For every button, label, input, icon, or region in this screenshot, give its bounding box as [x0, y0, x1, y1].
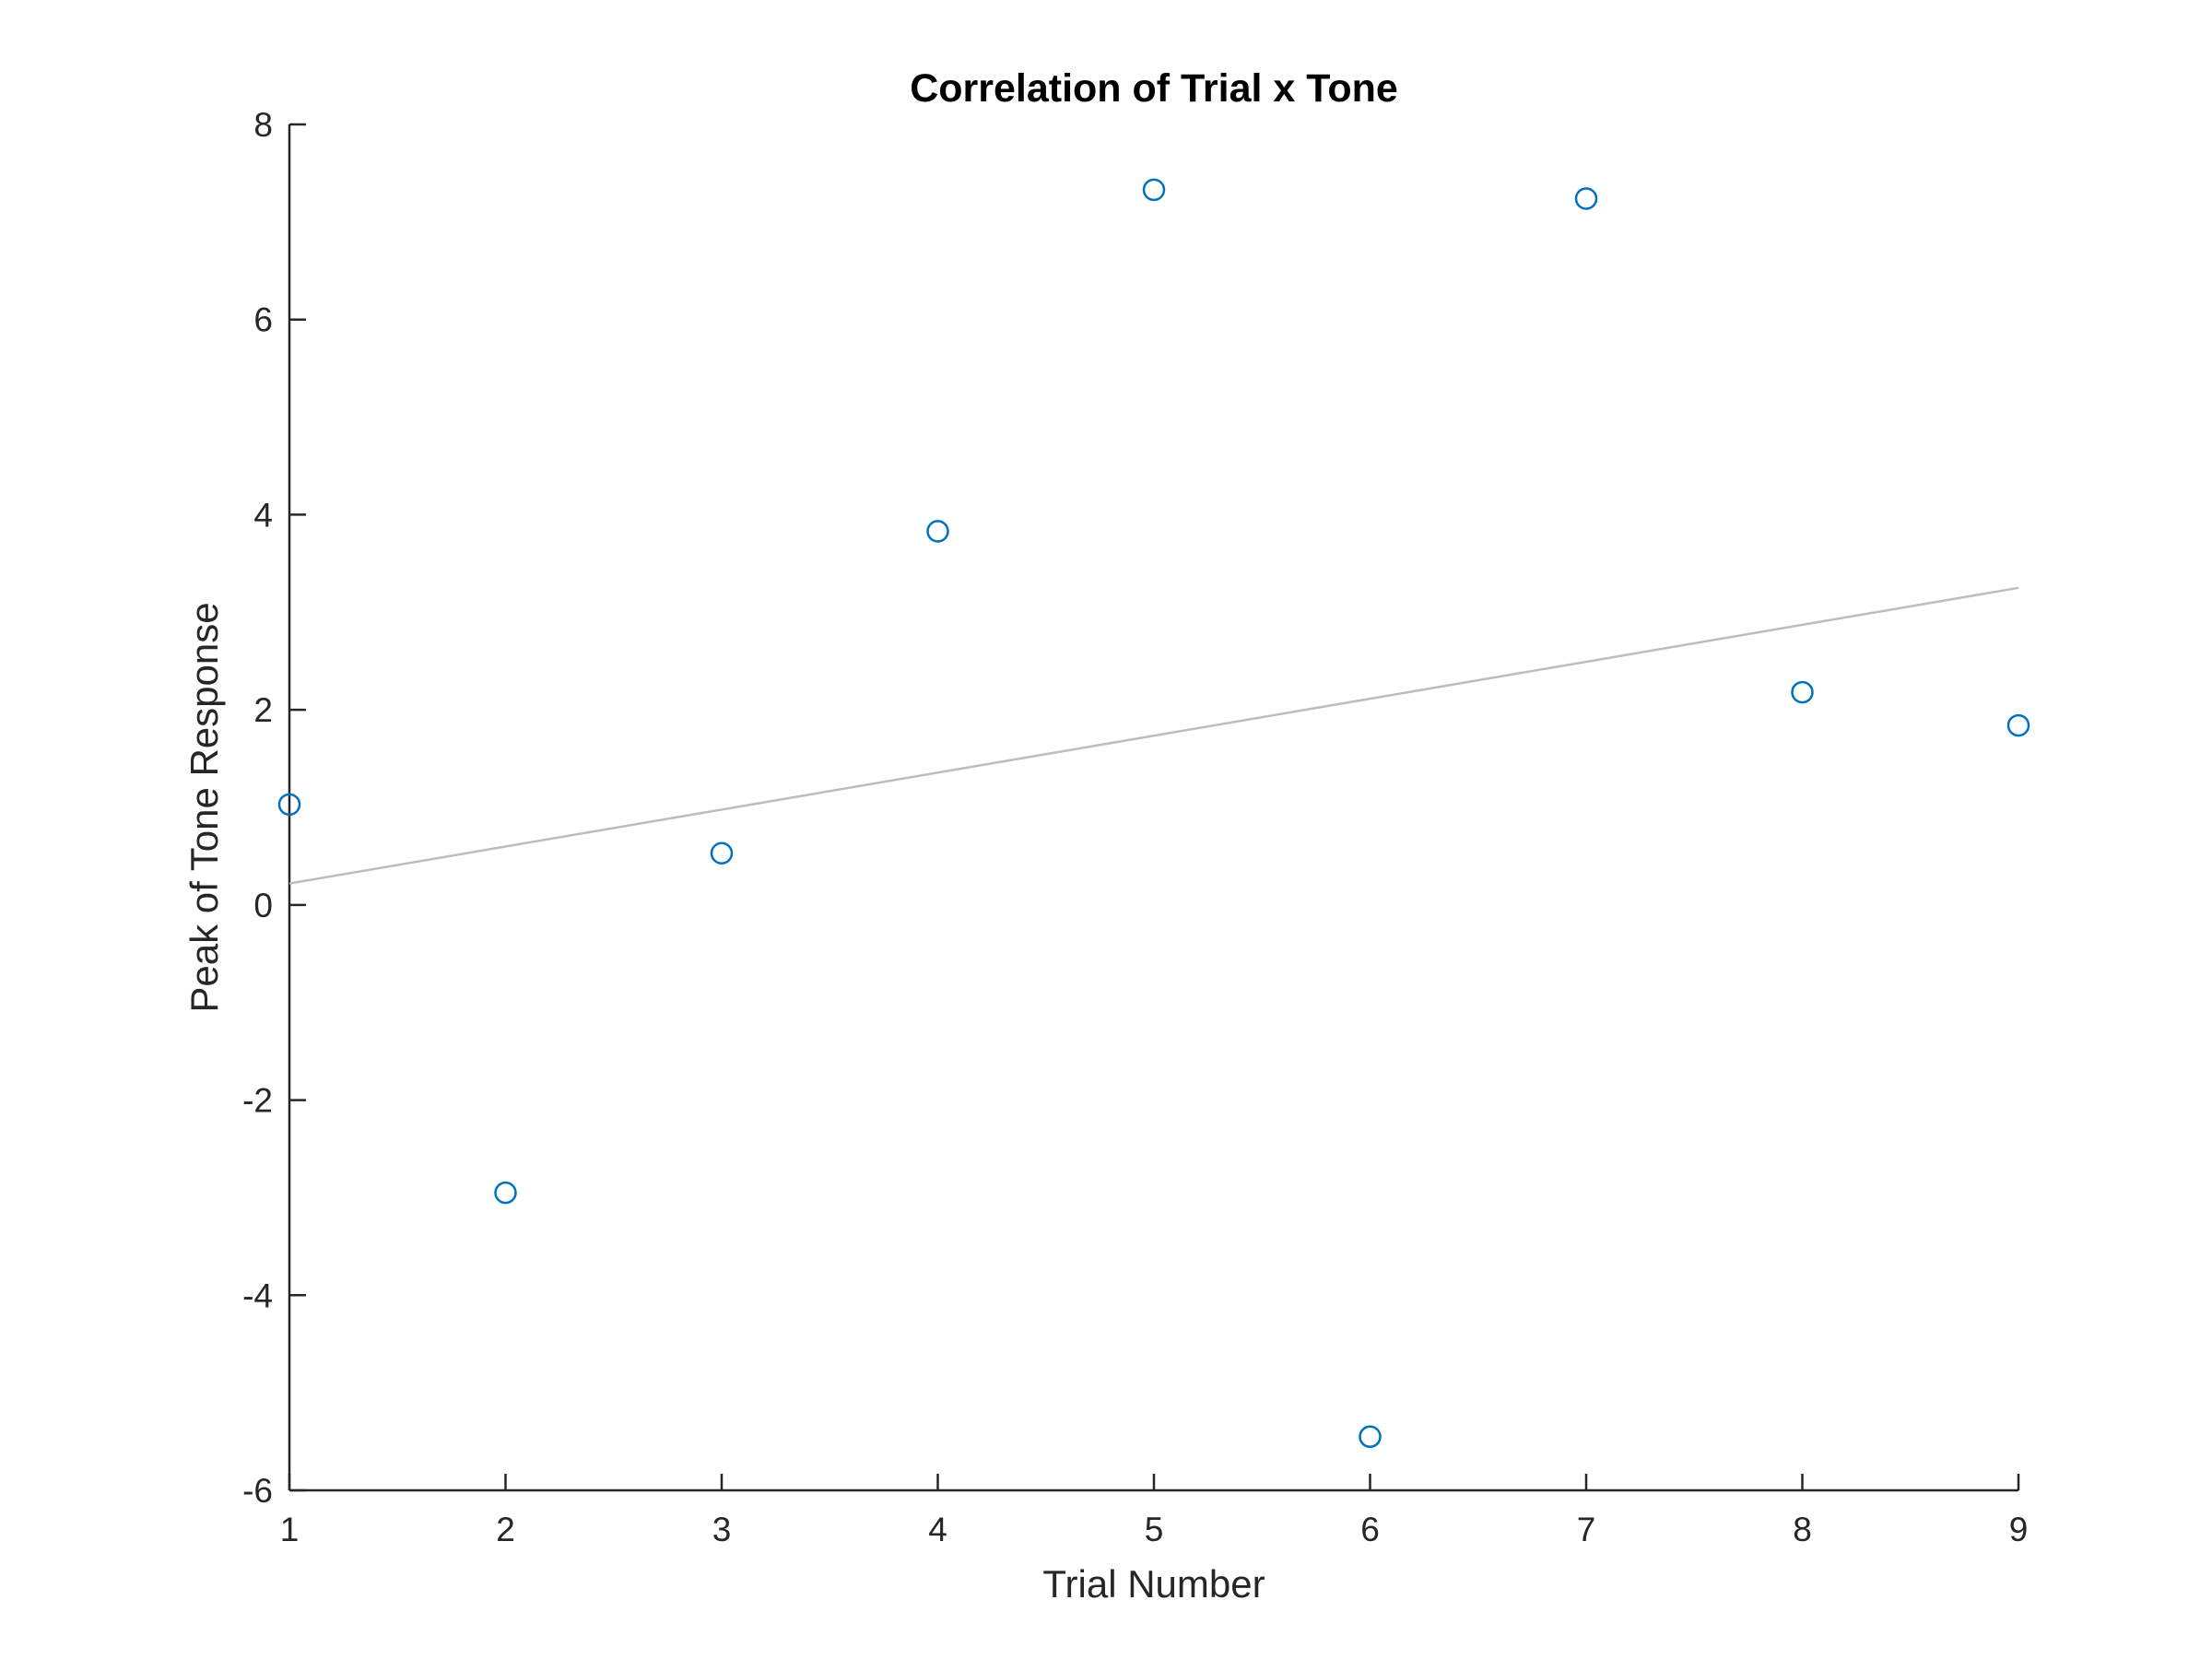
data-point: [1574, 187, 1598, 210]
x-tick-label: 2: [496, 1511, 515, 1548]
y-tick-label: 4: [253, 496, 273, 534]
x-tick-label: 5: [1145, 1511, 1164, 1548]
data-point: [1359, 1425, 1382, 1449]
data-point: [1142, 178, 1166, 202]
axes: [288, 124, 2018, 1492]
y-tick-label: 6: [253, 301, 273, 339]
y-tick-label: -6: [242, 1472, 273, 1510]
y-tick-label: 8: [253, 106, 273, 144]
data-points: [277, 178, 2030, 1449]
y-tick-label: 2: [253, 691, 273, 729]
x-tick-label: 3: [712, 1511, 732, 1548]
data-point: [1791, 680, 1814, 704]
y-tick-label: 0: [253, 887, 273, 924]
x-axis-title: Trial Number: [1042, 1562, 1265, 1606]
x-tick-label: 7: [1577, 1511, 1596, 1548]
data-point: [2006, 713, 2030, 737]
y-ticks: -6 -4 -2 0 2 4 6 8: [242, 106, 306, 1510]
y-tick-label: -4: [242, 1277, 273, 1314]
x-tick-label: 4: [928, 1511, 947, 1548]
data-point: [926, 520, 949, 543]
chart-title: Correlation of Trial x Tone: [910, 66, 1398, 111]
x-tick-label: 9: [2009, 1511, 2029, 1548]
y-tick-label: -2: [242, 1082, 273, 1120]
x-tick-label: 8: [1793, 1511, 1812, 1548]
x-ticks: 1 2 3 4 5 6 7 8 9: [280, 1474, 2029, 1548]
data-point: [277, 793, 301, 817]
data-point: [710, 841, 734, 865]
x-tick-label: 1: [280, 1511, 300, 1548]
y-axis-title: Peak of Tone Response: [182, 602, 226, 1012]
data-point: [494, 1181, 517, 1205]
trendline: [288, 586, 2019, 885]
trendline-group: [288, 586, 2019, 885]
x-tick-label: 6: [1360, 1511, 1380, 1548]
